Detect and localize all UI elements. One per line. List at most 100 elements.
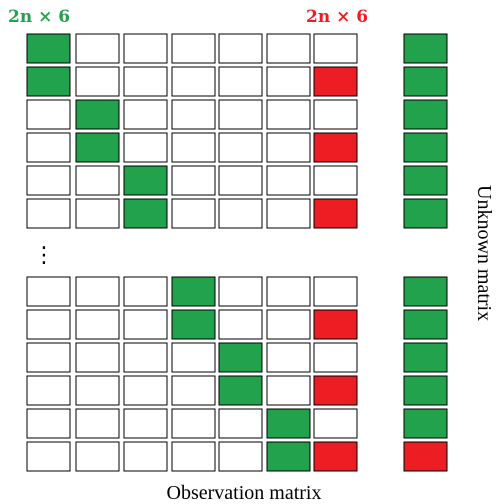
unknown-cell-bottom-r1 [403, 276, 448, 307]
observation-cell-top-r3-c7 [313, 99, 358, 130]
observation-cell-bottom-r5-c5 [218, 408, 263, 439]
unknown-matrix-label: Unknown matrix [473, 185, 495, 321]
observation-cell-bottom-r4-c6 [266, 375, 311, 406]
observation-cell-top-r1-c2 [75, 33, 120, 64]
observation-cell-top-r4-c3 [123, 132, 168, 163]
observation-cell-top-r4-c6 [266, 132, 311, 163]
observation-cell-bottom-r1-c5 [218, 276, 263, 307]
observation-cell-top-r5-c6 [266, 165, 311, 196]
observation-cell-bottom-r2-c5 [218, 309, 263, 340]
observation-cell-bottom-r4-c7 [313, 375, 358, 406]
observation-cell-top-r2-c5 [218, 66, 263, 97]
observation-cell-top-r4-c4 [171, 132, 216, 163]
unknown-cell-top-r1 [403, 33, 448, 64]
observation-cell-bottom-r6-c5 [218, 441, 263, 472]
observation-cell-top-r6-c2 [75, 198, 120, 229]
observation-cell-bottom-r6-c2 [75, 441, 120, 472]
observation-cell-top-r5-c7 [313, 165, 358, 196]
observation-cell-top-r3-c1 [26, 99, 71, 130]
observation-cell-top-r2-c3 [123, 66, 168, 97]
observation-cell-top-r4-c5 [218, 132, 263, 163]
observation-cell-top-r3-c3 [123, 99, 168, 130]
observation-cell-top-r2-c6 [266, 66, 311, 97]
observation-cell-top-r3-c2 [75, 99, 120, 130]
observation-cell-bottom-r4-c1 [26, 375, 71, 406]
unknown-cell-top-r6 [403, 198, 448, 229]
observation-cell-bottom-r5-c3 [123, 408, 168, 439]
observation-cell-bottom-r3-c2 [75, 342, 120, 373]
observation-cell-bottom-r1-c2 [75, 276, 120, 307]
observation-cell-top-r3-c6 [266, 99, 311, 130]
observation-cell-top-r6-c7 [313, 198, 358, 229]
observation-cell-top-r6-c5 [218, 198, 263, 229]
observation-cell-bottom-r4-c5 [218, 375, 263, 406]
observation-cell-bottom-r2-c7 [313, 309, 358, 340]
vertical-ellipsis: ⋮ [33, 243, 55, 268]
observation-cell-bottom-r6-c6 [266, 441, 311, 472]
observation-cell-top-r2-c2 [75, 66, 120, 97]
observation-cell-bottom-r3-c5 [218, 342, 263, 373]
observation-cell-bottom-r5-c7 [313, 408, 358, 439]
unknown-cell-top-r5 [403, 165, 448, 196]
observation-cell-bottom-r4-c3 [123, 375, 168, 406]
observation-cell-bottom-r1-c3 [123, 276, 168, 307]
observation-cell-top-r4-c7 [313, 132, 358, 163]
observation-cell-top-r1-c5 [218, 33, 263, 64]
observation-cell-top-r1-c7 [313, 33, 358, 64]
unknown-cell-top-r4 [403, 132, 448, 163]
observation-cell-top-r5-c4 [171, 165, 216, 196]
label-top-left: 2n × 6 [8, 7, 70, 27]
observation-cell-bottom-r2-c1 [26, 309, 71, 340]
observation-cell-top-r5-c2 [75, 165, 120, 196]
observation-cell-bottom-r6-c1 [26, 441, 71, 472]
observation-cell-top-r1-c3 [123, 33, 168, 64]
observation-cell-bottom-r3-c6 [266, 342, 311, 373]
unknown-cell-bottom-r2 [403, 309, 448, 340]
observation-cell-top-r5-c5 [218, 165, 263, 196]
observation-cell-top-r6-c6 [266, 198, 311, 229]
label-top-right: 2n × 6 [306, 7, 368, 27]
unknown-cell-bottom-r5 [403, 408, 448, 439]
observation-cell-bottom-r1-c6 [266, 276, 311, 307]
observation-cell-bottom-r4-c4 [171, 375, 216, 406]
observation-cell-bottom-r1-c4 [171, 276, 216, 307]
observation-cell-bottom-r5-c6 [266, 408, 311, 439]
observation-cell-top-r3-c5 [218, 99, 263, 130]
observation-cell-top-r3-c4 [171, 99, 216, 130]
observation-cell-top-r2-c7 [313, 66, 358, 97]
observation-cell-bottom-r5-c1 [26, 408, 71, 439]
observation-cell-bottom-r5-c4 [171, 408, 216, 439]
observation-cell-top-r6-c3 [123, 198, 168, 229]
unknown-cell-bottom-r4 [403, 375, 448, 406]
observation-cell-bottom-r5-c2 [75, 408, 120, 439]
observation-cell-top-r5-c1 [26, 165, 71, 196]
observation-cell-bottom-r3-c1 [26, 342, 71, 373]
observation-cell-bottom-r2-c2 [75, 309, 120, 340]
observation-cell-bottom-r2-c6 [266, 309, 311, 340]
observation-cell-top-r5-c3 [123, 165, 168, 196]
observation-matrix-label: Observation matrix [167, 482, 322, 504]
observation-cell-bottom-r4-c2 [75, 375, 120, 406]
observation-cell-bottom-r2-c3 [123, 309, 168, 340]
unknown-cell-top-r2 [403, 66, 448, 97]
observation-cell-bottom-r6-c7 [313, 441, 358, 472]
observation-cell-bottom-r1-c1 [26, 276, 71, 307]
observation-cell-top-r6-c1 [26, 198, 71, 229]
unknown-cell-bottom-r6 [403, 441, 448, 472]
observation-cell-bottom-r1-c7 [313, 276, 358, 307]
observation-cell-top-r1-c4 [171, 33, 216, 64]
observation-cell-top-r4-c2 [75, 132, 120, 163]
observation-cell-bottom-r6-c4 [171, 441, 216, 472]
observation-cell-bottom-r6-c3 [123, 441, 168, 472]
observation-cell-top-r2-c4 [171, 66, 216, 97]
matrix-cells [26, 33, 448, 472]
observation-cell-top-r1-c1 [26, 33, 71, 64]
observation-cell-bottom-r3-c3 [123, 342, 168, 373]
observation-cell-top-r6-c4 [171, 198, 216, 229]
observation-cell-top-r2-c1 [26, 66, 71, 97]
observation-cell-top-r4-c1 [26, 132, 71, 163]
observation-cell-bottom-r3-c4 [171, 342, 216, 373]
observation-cell-top-r1-c6 [266, 33, 311, 64]
unknown-cell-bottom-r3 [403, 342, 448, 373]
